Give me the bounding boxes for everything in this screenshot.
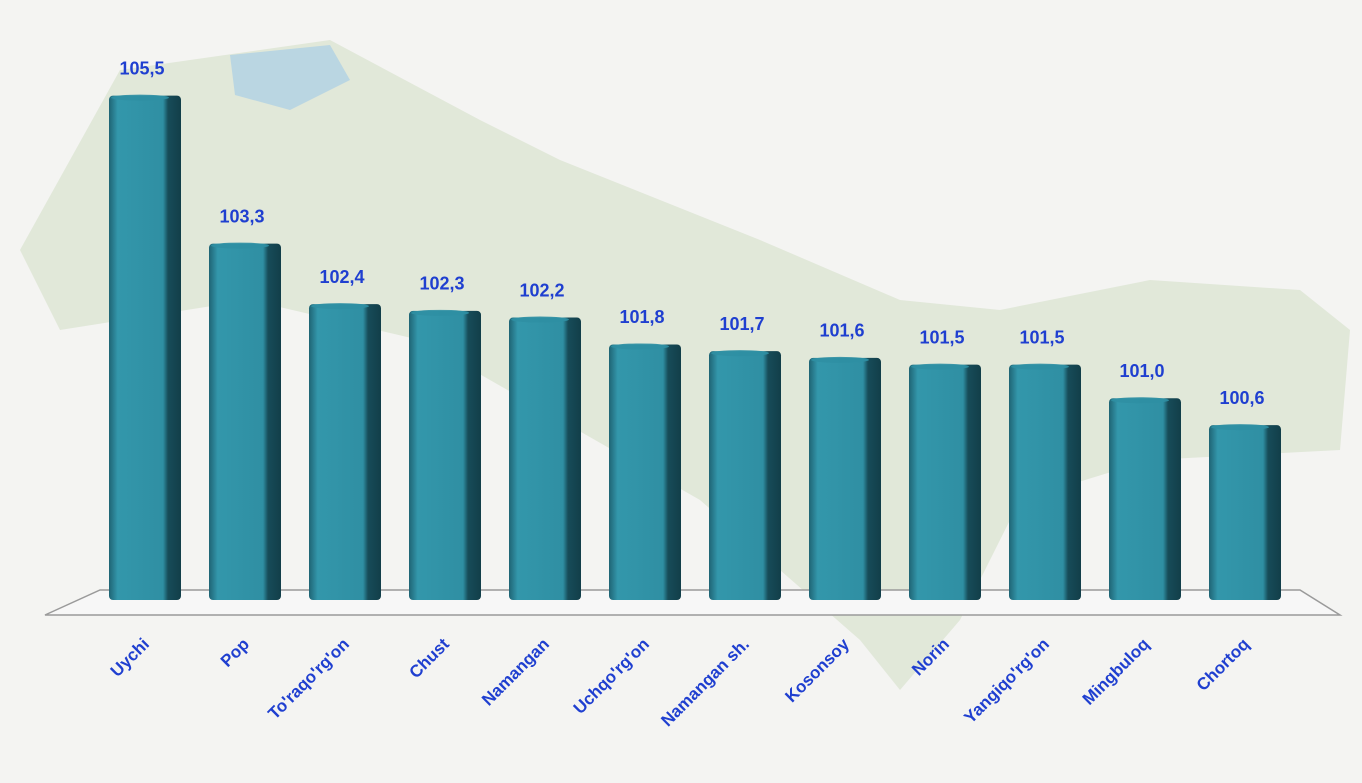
bar-top (811, 356, 869, 363)
lake (230, 45, 350, 110)
bar-top (511, 316, 569, 323)
bar (809, 357, 881, 600)
value-label: 102,4 (319, 267, 364, 287)
value-label: 101,0 (1119, 361, 1164, 381)
bar-top (911, 363, 969, 370)
bar (709, 351, 781, 600)
bar (209, 243, 281, 600)
value-label: 101,5 (1019, 327, 1064, 347)
bar-top (111, 94, 169, 101)
bar-top (311, 303, 369, 310)
value-label: 105,5 (119, 58, 164, 78)
bar (1209, 425, 1281, 600)
bar (309, 304, 381, 600)
bar (109, 95, 181, 600)
bar (509, 317, 581, 600)
bar-top (411, 309, 469, 316)
value-label: 101,8 (619, 307, 664, 327)
bar-top (1211, 424, 1269, 431)
bar-top (1011, 363, 1069, 370)
map-background (20, 40, 1350, 690)
value-label: 101,7 (719, 314, 764, 334)
bar (1109, 398, 1181, 600)
value-label: 102,3 (419, 274, 464, 294)
value-label: 101,5 (919, 327, 964, 347)
bar (909, 364, 981, 600)
bar (409, 310, 481, 600)
value-label: 102,2 (519, 280, 564, 300)
bar-top (711, 350, 769, 357)
bar (609, 344, 681, 600)
bar (1009, 364, 1081, 600)
value-label: 100,6 (1219, 388, 1264, 408)
value-label: 101,6 (819, 321, 864, 341)
value-label: 103,3 (219, 206, 264, 226)
bar-top (611, 343, 669, 350)
bar-top (211, 242, 269, 249)
bar-top (1111, 397, 1169, 404)
